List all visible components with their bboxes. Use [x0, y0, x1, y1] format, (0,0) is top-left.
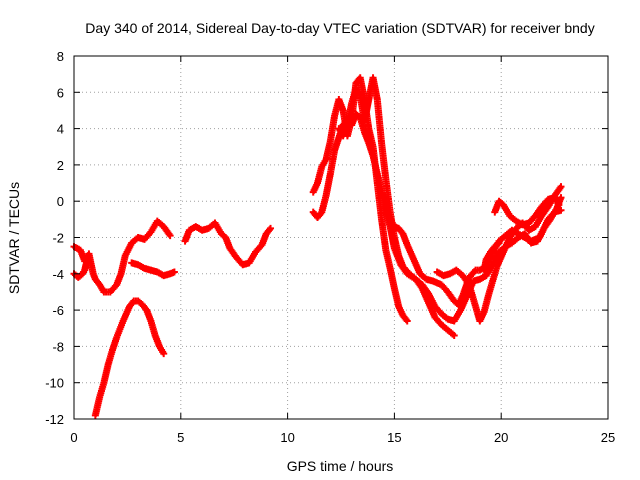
x-tick-label: 15 [387, 430, 401, 445]
y-tick-label: 0 [57, 194, 64, 209]
y-tick-label: -12 [45, 412, 64, 427]
series-track-2 [70, 257, 91, 281]
series-track-6 [309, 110, 565, 309]
x-tick-label: 25 [601, 430, 615, 445]
data-point [403, 317, 411, 325]
x-tick-label: 10 [280, 430, 294, 445]
data-point [557, 194, 565, 202]
y-tick-label: -2 [52, 231, 64, 246]
y-axis-label: SDTVAR / TECUs [6, 182, 22, 294]
y-tick-label: 4 [57, 122, 64, 137]
data-point [160, 350, 168, 358]
data-point [166, 232, 174, 240]
y-tick-label: 8 [57, 49, 64, 64]
y-tick-label: -4 [52, 267, 64, 282]
axis-ticks: 0 5 10 15 20 25 -12 -10 -8 -6 -4 -2 0 2 4 6 8 [45, 49, 615, 445]
data-point [555, 201, 563, 209]
data-series [70, 74, 565, 419]
x-tick-label: 0 [70, 430, 77, 445]
data-point [495, 239, 503, 247]
series-track-8 [335, 74, 565, 325]
y-tick-label: -6 [52, 303, 64, 318]
series-track-12 [491, 194, 563, 229]
data-point [170, 268, 178, 276]
y-tick-label: -8 [52, 339, 64, 354]
series-track-3 [128, 259, 178, 280]
data-point [557, 183, 565, 191]
data-point [267, 224, 275, 232]
series-track-4 [91, 297, 168, 419]
series-track-11 [480, 239, 503, 274]
series-track-9 [380, 203, 458, 340]
series-track-1 [70, 217, 174, 296]
data-point [450, 332, 458, 340]
y-tick-label: 6 [57, 85, 64, 100]
x-tick-label: 5 [177, 430, 184, 445]
series-track-5 [181, 219, 275, 269]
y-tick-label: -10 [45, 376, 64, 391]
chart-title: Day 340 of 2014, Sidereal Day-to-day VTE… [85, 20, 594, 36]
data-point [83, 257, 91, 265]
y-tick-label: 2 [57, 158, 64, 173]
x-axis-label: GPS time / hours [287, 458, 394, 474]
x-tick-label: 20 [494, 430, 508, 445]
